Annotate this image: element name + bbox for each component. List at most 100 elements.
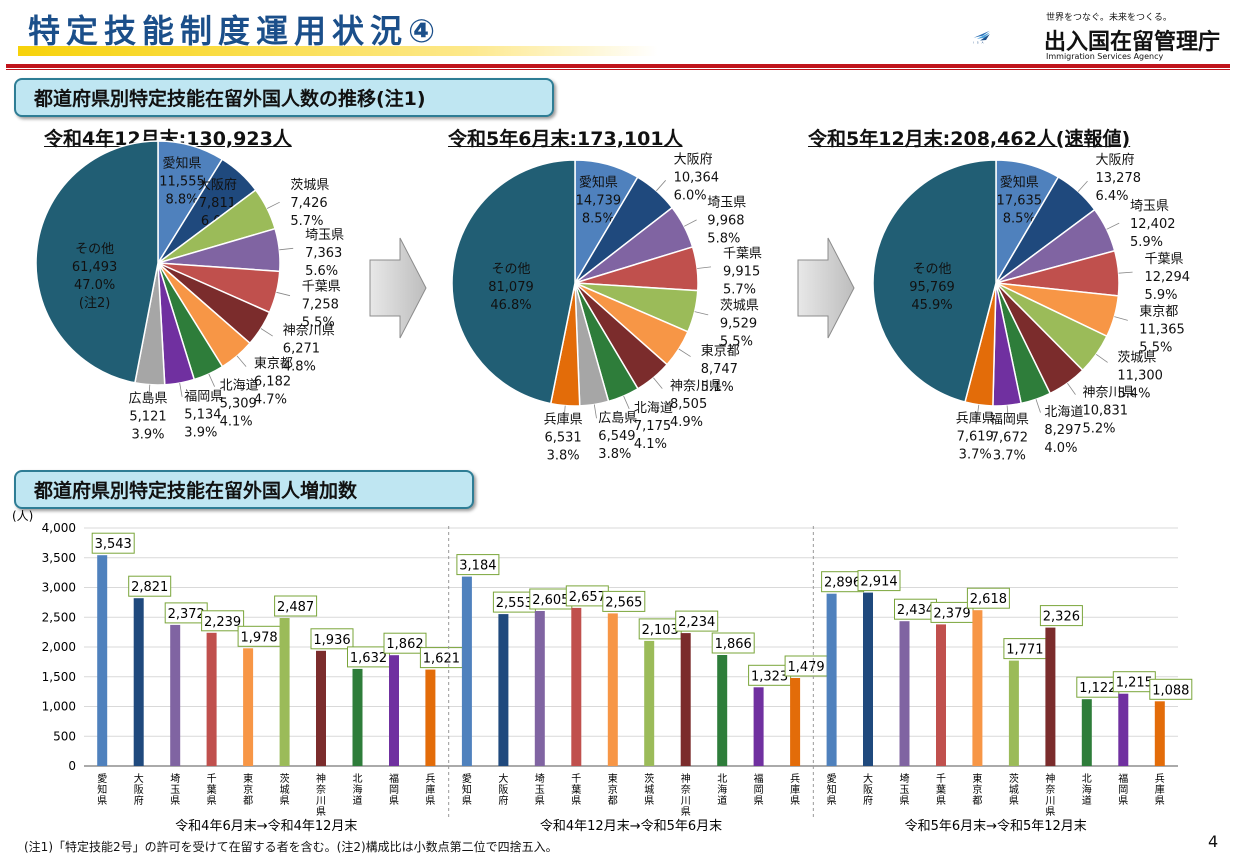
category-char-g1-tokyo: 京 <box>243 783 253 796</box>
bar-chart: (人) 0 500 1,000 1,500 2,000 2,500 3,000 3,500 4,0… <box>12 510 1193 834</box>
category-char-g1-hokkaido: 北 <box>353 773 363 785</box>
pie1-label-aichi: 愛知県 <box>162 156 201 172</box>
category-char-g3-tokyo: 京 <box>972 783 982 796</box>
value-label-box <box>383 632 427 654</box>
category-char-g2-ibaraki: 茨 <box>644 772 654 785</box>
pie-charts: 愛知県11,5558.8%大阪府7,8116.0%茨城県7,4265.7%埼玉県… <box>35 140 1190 464</box>
pie3-label-hyogo: 兵庫県 <box>956 412 995 427</box>
bar-g1-saitama <box>170 624 181 766</box>
category-char-g3-hyogo: 兵 <box>1155 772 1165 785</box>
pie3-value-osaka: 13,278 <box>1096 171 1142 186</box>
category-char-g2-kanagawa: 県 <box>681 806 691 818</box>
value-label-g3-hyogo: 1,088 <box>1152 683 1189 698</box>
category-char-g2-chiba: 千 <box>571 773 581 785</box>
category-char-g1-saitama: 県 <box>170 795 180 807</box>
pie3-label-chiba: 千葉県 <box>1145 252 1184 267</box>
y-tick-label: 1,500 <box>42 670 76 684</box>
pie1-value-aichi: 11,555 <box>159 175 205 190</box>
value-label-g1-fukuoka: 1,862 <box>386 637 423 652</box>
category-char-g2-fukuoka: 福 <box>754 772 764 785</box>
category-char-g1-ibaraki: 城 <box>280 784 290 796</box>
arrow-right-icon <box>369 237 427 339</box>
pie3-pct-osaka: 6.4% <box>1096 189 1129 204</box>
value-label-box <box>1039 605 1083 627</box>
category-char-g1-hyogo: 兵 <box>425 772 435 785</box>
pie3-label-kanagawa: 神奈川県 <box>1083 385 1135 400</box>
bar-g1-tokyo <box>243 648 254 766</box>
value-label-box <box>1149 678 1193 700</box>
category-char-g2-osaka: 阪 <box>498 783 508 796</box>
category-char-g3-fukuoka: 岡 <box>1118 784 1128 796</box>
category-char-g1-fukuoka: 岡 <box>389 784 399 796</box>
category-char-g3-fukuoka: 福 <box>1118 772 1128 785</box>
category-char-g3-saitama: 玉 <box>900 785 910 796</box>
pie2-value-hokkaido: 7,175 <box>634 419 671 434</box>
leader-line <box>593 404 597 419</box>
value-label-box <box>675 610 719 632</box>
pie2-value-tokyo: 8,747 <box>701 362 738 377</box>
pie1-pct-aichi: 8.8% <box>165 193 198 208</box>
value-label-g3-aichi: 2,896 <box>824 576 861 591</box>
pie1-label-saitama: 埼玉県 <box>305 228 344 243</box>
bar-g2-kanagawa <box>680 633 691 766</box>
value-label-g3-chiba: 2,379 <box>933 606 970 621</box>
category-char-g1-osaka: 府 <box>134 794 144 807</box>
category-char-g3-tokyo: 東 <box>972 772 982 785</box>
pie2-label-hiroshima: 広島県 <box>598 411 637 426</box>
category-char-g3-tokyo: 都 <box>972 795 982 807</box>
category-char-g3-osaka: 大 <box>863 772 873 785</box>
category-char-g2-chiba: 県 <box>571 795 581 807</box>
bar-g2-fukuoka <box>753 687 764 766</box>
category-char-g2-kanagawa: 神 <box>681 772 691 785</box>
category-char-g2-kanagawa: 川 <box>681 796 691 807</box>
category-char-g1-hokkaido: 海 <box>353 783 363 796</box>
category-char-g1-osaka: 大 <box>134 772 144 785</box>
pie1-value-osaka: 7,811 <box>199 196 236 211</box>
pie3-label-fukuoka: 福岡県 <box>990 412 1029 427</box>
pie3-value-other: 95,769 <box>909 280 955 295</box>
category-char-g2-kanagawa: 奈 <box>681 783 691 796</box>
y-tick-label: 3,500 <box>42 551 76 565</box>
category-char-g1-saitama: 玉 <box>170 785 180 796</box>
category-char-g3-hokkaido: 海 <box>1082 783 1092 796</box>
category-char-g2-hokkaido: 海 <box>717 783 727 796</box>
category-char-g2-chiba: 葉 <box>571 783 581 796</box>
pie2-pct-ibaraki: 5.5% <box>720 335 753 350</box>
value-label-box <box>857 570 901 592</box>
pie1-value-other: 61,493 <box>72 260 118 275</box>
leader-line <box>1035 399 1041 413</box>
pie-title-2: 令和5年6月末:173,101人 <box>448 128 683 150</box>
category-char-g2-hyogo: 県 <box>790 795 800 807</box>
pie3-pct-kanagawa: 5.2% <box>1083 421 1116 436</box>
category-char-g1-aichi: 知 <box>97 783 107 796</box>
category-char-g3-ibaraki: 茨 <box>1009 772 1019 785</box>
pies-section-heading: 都道府県別特定技能在留外国人数の推移(注1) <box>14 78 554 117</box>
value-label-box <box>966 587 1010 609</box>
pie3-label-tokyo: 東京都 <box>1139 304 1178 320</box>
bar-g1-hokkaido <box>352 668 363 766</box>
leader-line <box>279 247 294 251</box>
category-char-g3-chiba: 県 <box>936 795 946 807</box>
pie3-pct-tokyo: 5.5% <box>1139 341 1172 356</box>
category-char-g3-saitama: 県 <box>900 795 910 807</box>
title-underline <box>18 46 658 56</box>
pie1-label-fukuoka: 福岡県 <box>184 390 223 405</box>
category-char-g2-tokyo: 東 <box>608 772 618 785</box>
category-char-g1-hokkaido: 道 <box>353 794 363 807</box>
pie1-label-tokyo: 東京都 <box>254 356 293 372</box>
bar-g3-tokyo <box>972 610 983 766</box>
pie1-pct-hiroshima: 3.9% <box>131 428 164 443</box>
category-char-g2-saitama: 埼 <box>535 772 545 785</box>
pie3-pct-aichi: 8.5% <box>1003 211 1036 226</box>
leader-line <box>1106 222 1120 230</box>
value-label-box <box>602 590 646 612</box>
pie2-value-saitama: 9,968 <box>707 213 744 228</box>
category-char-g3-saitama: 埼 <box>900 772 910 785</box>
pie1-label-kanagawa: 神奈川県 <box>283 324 335 339</box>
category-char-g3-hyogo: 庫 <box>1155 783 1165 796</box>
y-tick-label: 500 <box>53 729 76 743</box>
pie1-label-chiba: 千葉県 <box>302 280 341 295</box>
value-label-g2-tokyo: 2,565 <box>605 595 642 610</box>
category-char-g3-ibaraki: 城 <box>1009 784 1019 796</box>
pie-title-1: 令和4年12月末:130,923人 <box>44 128 292 150</box>
